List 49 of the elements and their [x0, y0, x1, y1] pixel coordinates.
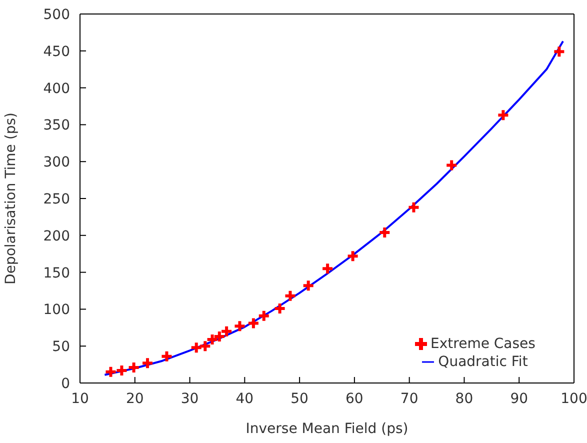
x-tick-label: 70 [400, 390, 418, 407]
y-tick-label: 0 [61, 376, 70, 392]
y-tick-label: 350 [43, 118, 70, 134]
y-tick-label: 250 [43, 191, 70, 208]
legend-label: Quadratic Fit [438, 354, 528, 370]
point [407, 200, 420, 214]
y-tick-label: 50 [52, 339, 70, 356]
y-tick-label: 200 [43, 228, 70, 244]
point [127, 361, 140, 374]
point [346, 250, 360, 263]
point [233, 320, 246, 333]
x-tick-label: 60 [346, 390, 364, 407]
point [321, 262, 334, 276]
y-tick-label: 400 [43, 80, 70, 97]
point [115, 364, 128, 377]
point [378, 226, 392, 239]
x-tick-label: 50 [290, 390, 308, 407]
point [198, 340, 212, 353]
point [206, 332, 219, 346]
point [190, 341, 203, 354]
x-tick-label: 40 [236, 390, 254, 407]
legend-label: Extreme Cases [430, 336, 536, 352]
y-tick-label: 300 [43, 154, 70, 171]
point [257, 309, 270, 322]
point [104, 365, 118, 378]
point [496, 108, 510, 122]
point [246, 316, 260, 330]
y-tick-label: 450 [43, 44, 70, 60]
point [160, 350, 174, 363]
y-tick-label: 150 [43, 265, 70, 282]
line-series [104, 40, 564, 376]
point [141, 356, 154, 370]
x-tick-label: 100 [560, 390, 587, 407]
x-tick-label: 80 [455, 390, 474, 407]
x-axis-title: Inverse Mean Field (ps) [246, 421, 408, 437]
y-tick-label: 500 [43, 6, 70, 23]
y-axis-title: Depolarisation Time (ps) [2, 112, 19, 284]
point [302, 279, 315, 292]
point [212, 330, 226, 344]
y-tick-label: 100 [43, 302, 70, 318]
point [284, 289, 297, 302]
x-tick-label: 30 [180, 390, 199, 407]
point [220, 324, 234, 338]
x-tick-label: 20 [126, 390, 144, 407]
point [445, 158, 458, 172]
point [273, 302, 286, 315]
x-tick-label: 10 [71, 390, 89, 407]
x-tick-label: 90 [510, 390, 528, 407]
point [552, 45, 566, 58]
